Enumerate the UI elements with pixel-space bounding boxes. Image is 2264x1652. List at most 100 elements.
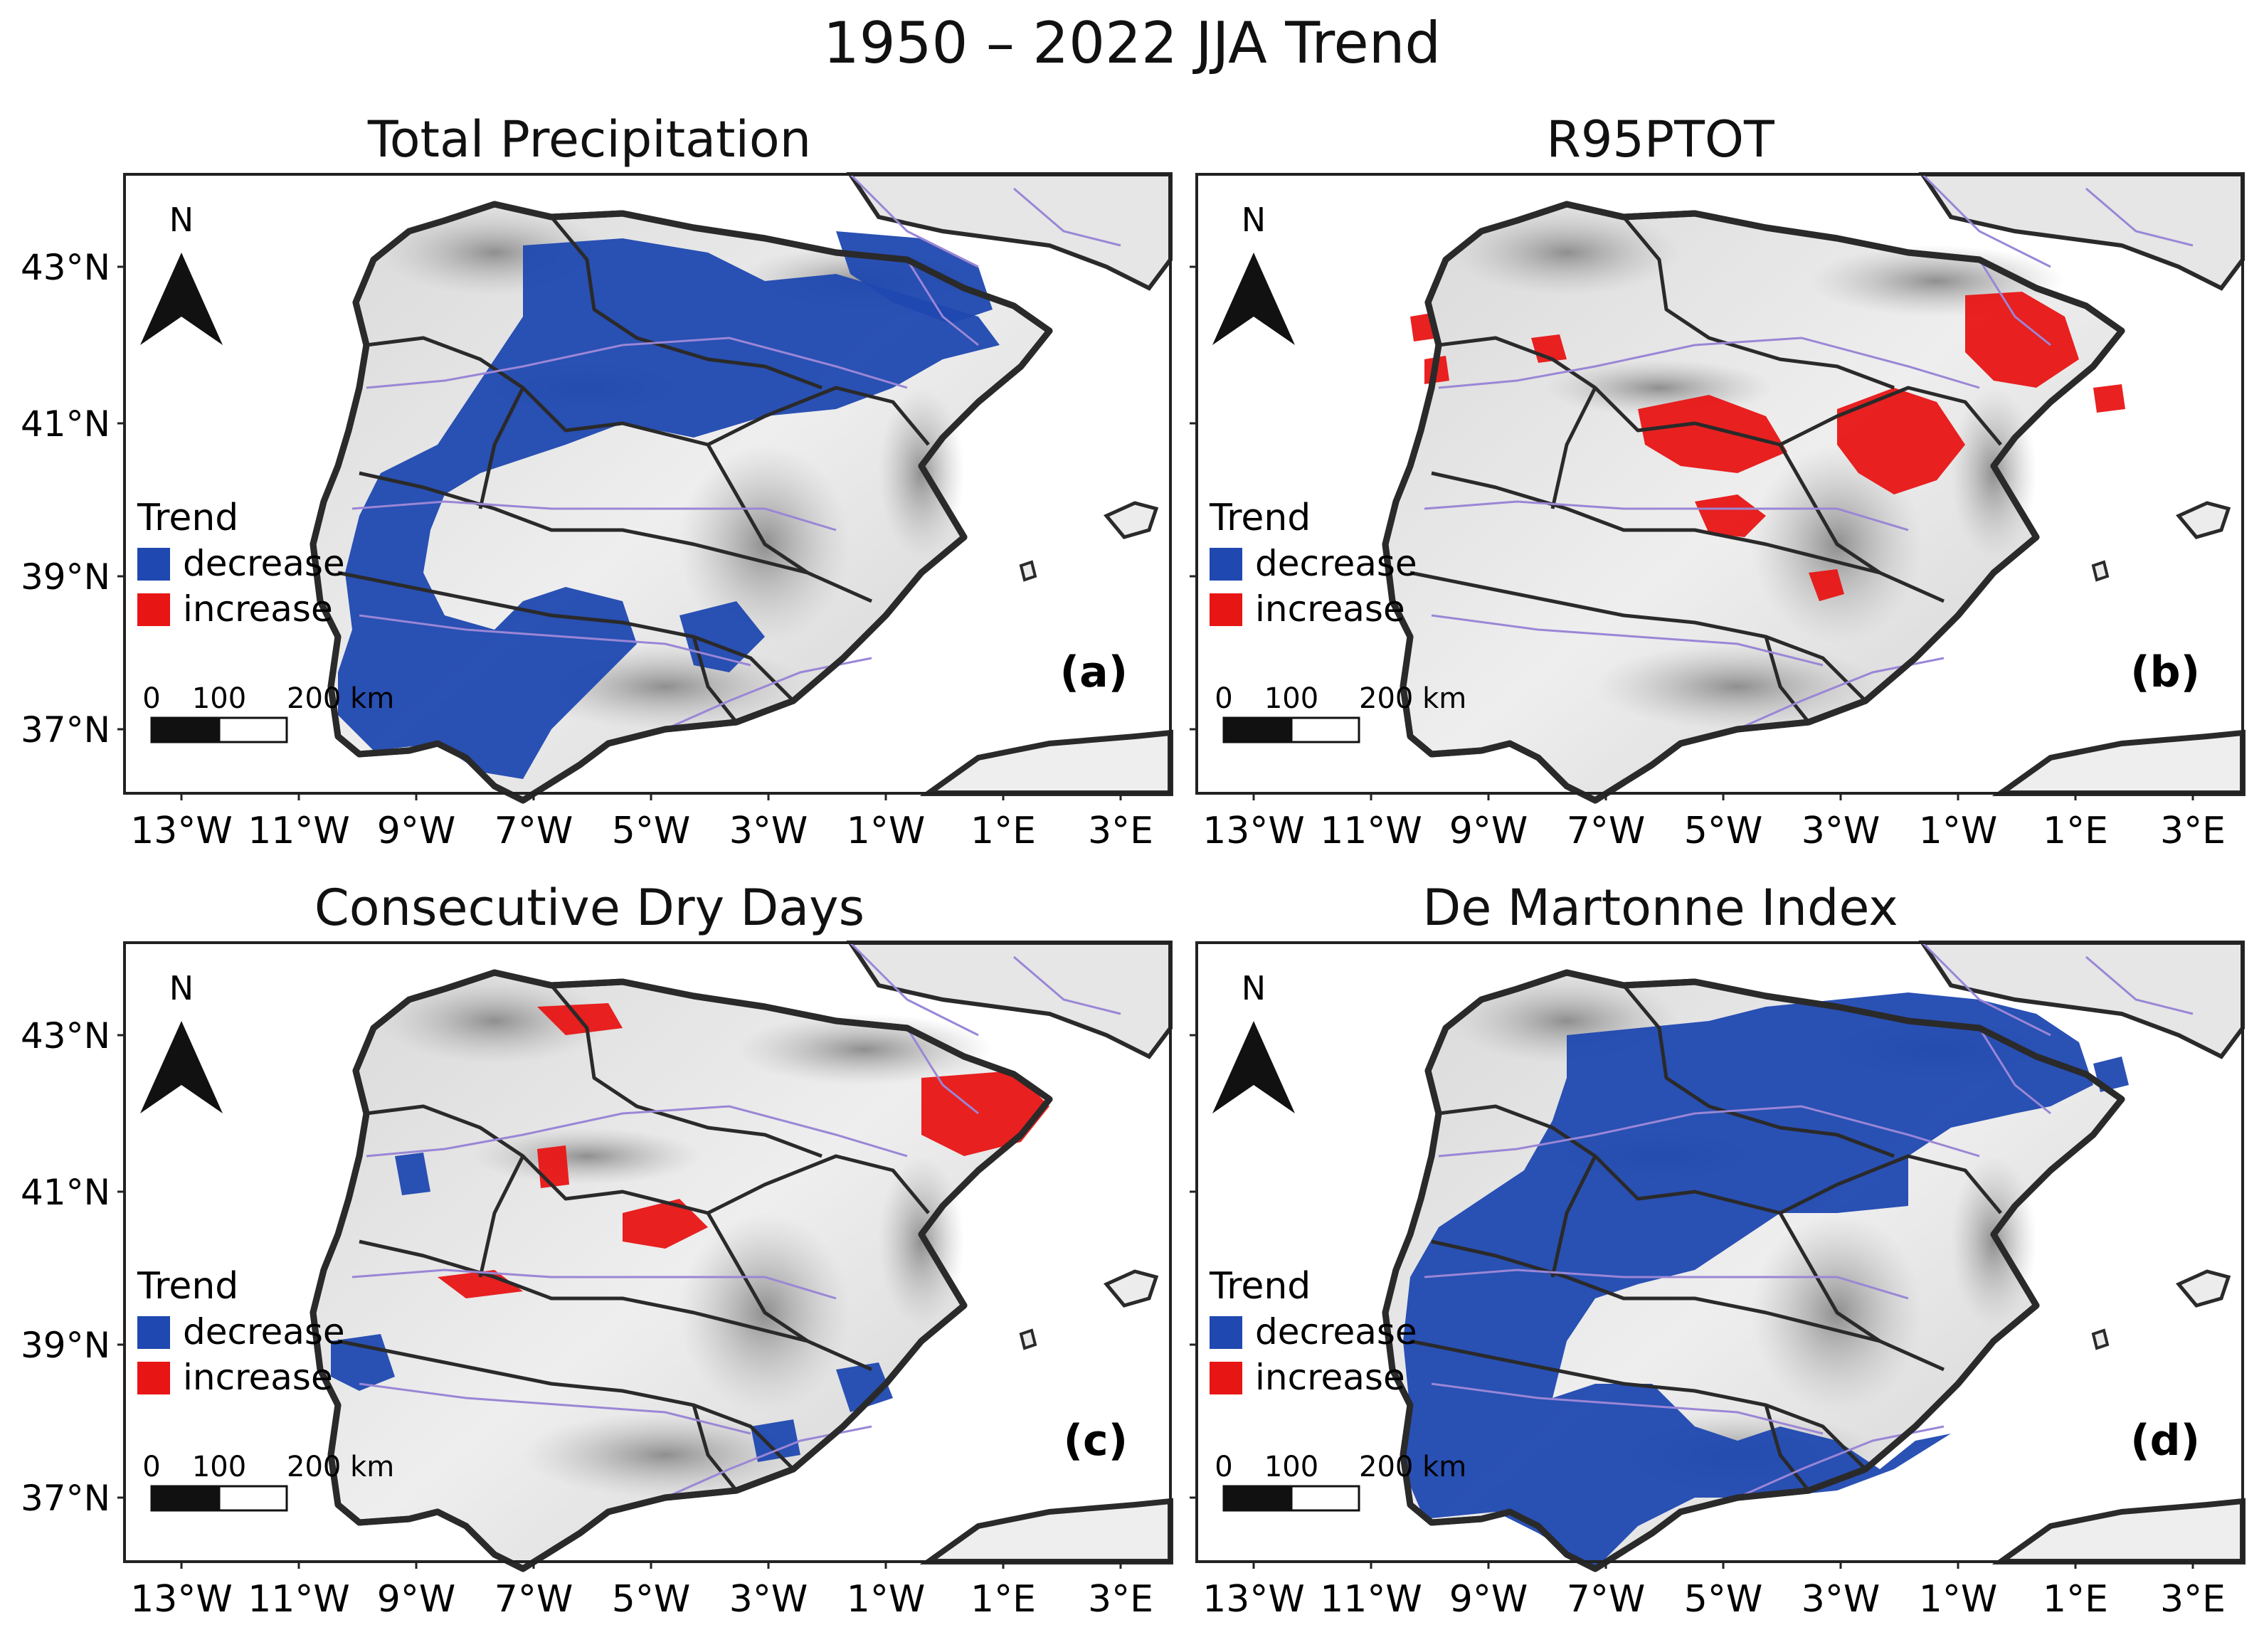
map-c-relief-1 <box>381 978 608 1064</box>
map-c-scale-bar: 0 100 200 km <box>142 1451 394 1512</box>
map-a-legend-title: Trend <box>137 497 238 539</box>
map-c-lat-label-0: 43°N <box>21 1015 110 1057</box>
map-d-lon-label-8: 3°E <box>2160 1578 2226 1621</box>
map-b-north-arrow: N <box>1212 201 1295 345</box>
map-b-lon-label-1: 11°W <box>1320 810 1422 852</box>
map-d-basin-5 <box>1550 1155 1597 1278</box>
map-a-river-5 <box>1013 187 1121 247</box>
map-a-lon-label-1: 11°W <box>248 810 350 852</box>
map-a-lon-label-0: 13°W <box>130 810 233 852</box>
map-b-lon-label-7: 1°E <box>2043 810 2108 852</box>
map-a-basin-6 <box>692 636 738 724</box>
map-c-relief-3 <box>523 1412 808 1498</box>
map-b-patch-1 <box>1837 388 1965 494</box>
map-c-patch-7 <box>836 1362 893 1412</box>
panel-a-title: Total Precipitation <box>367 110 812 169</box>
map-a-basin-0 <box>366 336 930 447</box>
map-b-river-2 <box>1431 614 1824 667</box>
map-b-patch-3 <box>1695 494 1766 537</box>
map-c-lat-label-3: 37°N <box>21 1478 110 1519</box>
map-b-lon-label-3: 7°W <box>1567 810 1646 852</box>
map-c-basin-3 <box>337 1339 795 1471</box>
map-b-basin-0 <box>1438 336 2002 447</box>
map-d-legend-title: Trend <box>1209 1265 1311 1308</box>
panel-c: Consecutive Dry Days <box>68 872 1111 1498</box>
map-a-lon-label-8: 3°E <box>1088 810 1153 852</box>
map-d-basin-1 <box>1622 984 1895 1158</box>
map-a-scale-label-200: 200 km <box>287 682 394 715</box>
map-c-north-label: N <box>169 969 194 1007</box>
map-a-basin-5 <box>478 386 525 509</box>
map-d-scale-label-100: 100 <box>1264 1451 1318 1483</box>
map-d-legend-swatch-decrease <box>1210 1316 1242 1349</box>
map-d-lon-label-5: 3°W <box>1802 1578 1881 1621</box>
map-a-river-2 <box>359 614 751 667</box>
map-d-lon-label-4: 5°W <box>1684 1578 1763 1621</box>
map-a-legend-swatch-increase <box>137 593 170 626</box>
map-b-mallorca <box>2175 501 2231 539</box>
map-c-river-4 <box>849 941 979 1037</box>
map-c-frame <box>123 941 1172 1563</box>
map-b-scale-bar: 0 100 200 km <box>1215 682 1466 743</box>
map-c-scale-label-0: 0 <box>142 1451 160 1483</box>
map-b-basin-5 <box>1550 386 1597 509</box>
map-c-lon-label-7: 1°E <box>970 1578 1036 1621</box>
map-c-legend-swatch-decrease <box>137 1316 170 1349</box>
map-d-scale-bar: 0 100 200 km <box>1215 1451 1466 1512</box>
map-d-basin-6 <box>1764 1404 1810 1492</box>
map-b-coastline <box>1382 201 2125 804</box>
map-c-river-1 <box>351 1269 837 1300</box>
map-c-patch-2 <box>623 1199 708 1249</box>
map-c-relief-5 <box>879 1156 964 1327</box>
map-b-relief-5 <box>1951 388 2036 558</box>
map-a-river-6 <box>906 259 979 346</box>
map-d-relief-5 <box>1951 1156 2036 1327</box>
figure-title: 1950 – 2022 JJA Trend <box>822 10 1442 76</box>
map-a-lon-label-6: 1°W <box>847 810 926 852</box>
map-d-basin-2 <box>1431 1239 1945 1372</box>
map-a-lat-label-1: 41°N <box>21 403 110 445</box>
map-c-lat-label-2: 39°N <box>21 1325 110 1366</box>
map-c-lon-label-3: 7°W <box>494 1578 573 1621</box>
map-d-basin-0 <box>1438 1104 2002 1215</box>
map-d-river-5 <box>2085 955 2194 1015</box>
map-b-scale-label-200: 200 km <box>1359 682 1466 715</box>
map-b-legend-label-increase: increase <box>1255 588 1405 630</box>
map-c-coastline <box>310 969 1053 1572</box>
map-b-lon-label-5: 3°W <box>1802 810 1881 852</box>
panel-d: De Martonne Index <box>1138 872 2182 1498</box>
map-a-lon-label-3: 7°W <box>494 810 573 852</box>
map-a-coastline <box>310 201 1053 804</box>
map-b-basin-1 <box>1622 216 1895 390</box>
map-d-scale-bar-black <box>1222 1485 1293 1512</box>
map-c-north-arrow-right <box>181 1021 223 1113</box>
map-b-scale-label-100: 100 <box>1264 682 1318 715</box>
map-c-lon-label-4: 5°W <box>612 1578 691 1621</box>
map-d-river-0 <box>1438 1105 1980 1158</box>
panel-a: Total Precipitation <box>68 103 1111 729</box>
map-d-legend-swatch-increase <box>1210 1362 1242 1394</box>
map-a-lon-label-4: 5°W <box>612 810 691 852</box>
map-d-river-2 <box>1431 1382 1824 1435</box>
map-c-legend-swatch-increase <box>137 1362 170 1394</box>
map-c-mallorca <box>1103 1269 1159 1308</box>
map-d-scale-label-0: 0 <box>1215 1451 1232 1483</box>
map-d-lon-label-1: 11°W <box>1320 1578 1422 1621</box>
map-a-relief-5 <box>879 388 964 558</box>
map-b-lon-label-0: 13°W <box>1202 810 1305 852</box>
map-c-basin-5 <box>478 1155 525 1278</box>
map-d-patch-0 <box>1403 992 2093 1569</box>
map-d-scale-label-200: 200 km <box>1359 1451 1466 1483</box>
map-a-lat-label-2: 39°N <box>21 556 110 598</box>
map-d-lon-label-0: 13°W <box>1202 1578 1305 1621</box>
map-c-lon-label-8: 3°E <box>1088 1578 1153 1621</box>
map-a-legend-label-increase: increase <box>183 588 333 630</box>
map-c-ibiza <box>1019 1328 1037 1350</box>
map-c-patch-8 <box>751 1419 800 1462</box>
map-c-lon-label-2: 9°W <box>377 1578 456 1621</box>
